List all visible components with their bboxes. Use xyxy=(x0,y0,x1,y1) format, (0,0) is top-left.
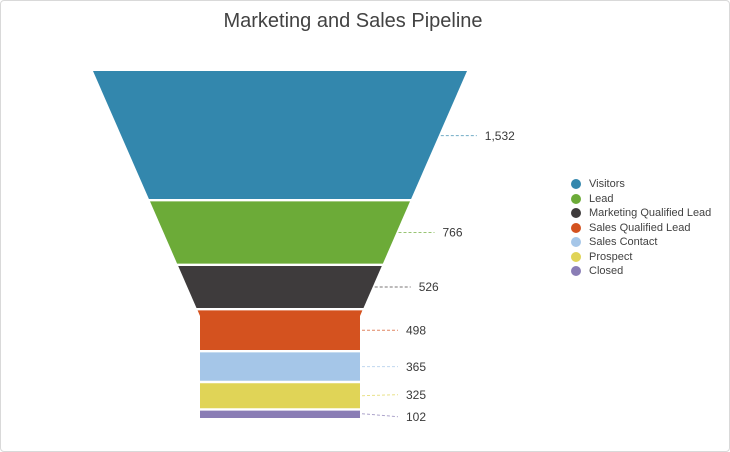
legend-item-label: Lead xyxy=(589,192,614,205)
legend-item-closed[interactable]: Closed xyxy=(567,264,711,279)
legend-marker-icon xyxy=(571,237,581,248)
legend-marker-icon xyxy=(571,179,581,190)
legend-item-marketing-qualified-lead[interactable]: Marketing Qualified Lead xyxy=(567,206,711,221)
data-label: 365 xyxy=(406,360,426,374)
legend-item-prospect[interactable]: Prospect xyxy=(567,250,711,265)
funnel-segment[interactable] xyxy=(200,383,360,409)
legend-item-lead[interactable]: Lead xyxy=(567,192,711,207)
legend-item-label: Sales Contact xyxy=(589,236,658,249)
leader-line xyxy=(361,413,399,418)
funnel-segment[interactable] xyxy=(93,71,467,199)
data-label: 766 xyxy=(443,226,463,240)
legend-item-visitors[interactable]: Visitors xyxy=(567,177,711,192)
data-label: 498 xyxy=(406,323,426,337)
funnel-segment[interactable] xyxy=(200,410,360,418)
leader-line xyxy=(361,394,399,397)
data-label: 1,532 xyxy=(485,129,515,143)
funnel-segment[interactable] xyxy=(178,266,382,308)
legend-item-label: Visitors xyxy=(589,178,625,191)
legend: Visitors Lead Marketing Qualified Lead Sale… xyxy=(567,177,711,279)
funnel-segment[interactable] xyxy=(197,310,363,350)
funnel-segment[interactable] xyxy=(150,201,410,264)
legend-marker-icon xyxy=(571,266,581,277)
legend-item-label: Sales Qualified Lead xyxy=(589,221,691,234)
data-label: 526 xyxy=(419,280,439,294)
funnel-segment[interactable] xyxy=(200,352,360,381)
chart-title: Marketing and Sales Pipeline xyxy=(223,10,483,32)
legend-marker-icon xyxy=(571,208,581,219)
data-label: 102 xyxy=(406,410,426,424)
legend-marker-icon xyxy=(571,193,581,204)
legend-item-label: Prospect xyxy=(589,250,633,263)
legend-item-sales-contact[interactable]: Sales Contact xyxy=(567,235,711,250)
legend-item-label: Closed xyxy=(589,265,624,278)
legend-item-label: Marketing Qualified Lead xyxy=(589,207,712,220)
legend-marker-icon xyxy=(571,251,581,262)
data-label: 325 xyxy=(406,388,426,402)
legend-marker-icon xyxy=(571,222,581,233)
legend-item-sales-qualified-lead[interactable]: Sales Qualified Lead xyxy=(567,221,711,236)
